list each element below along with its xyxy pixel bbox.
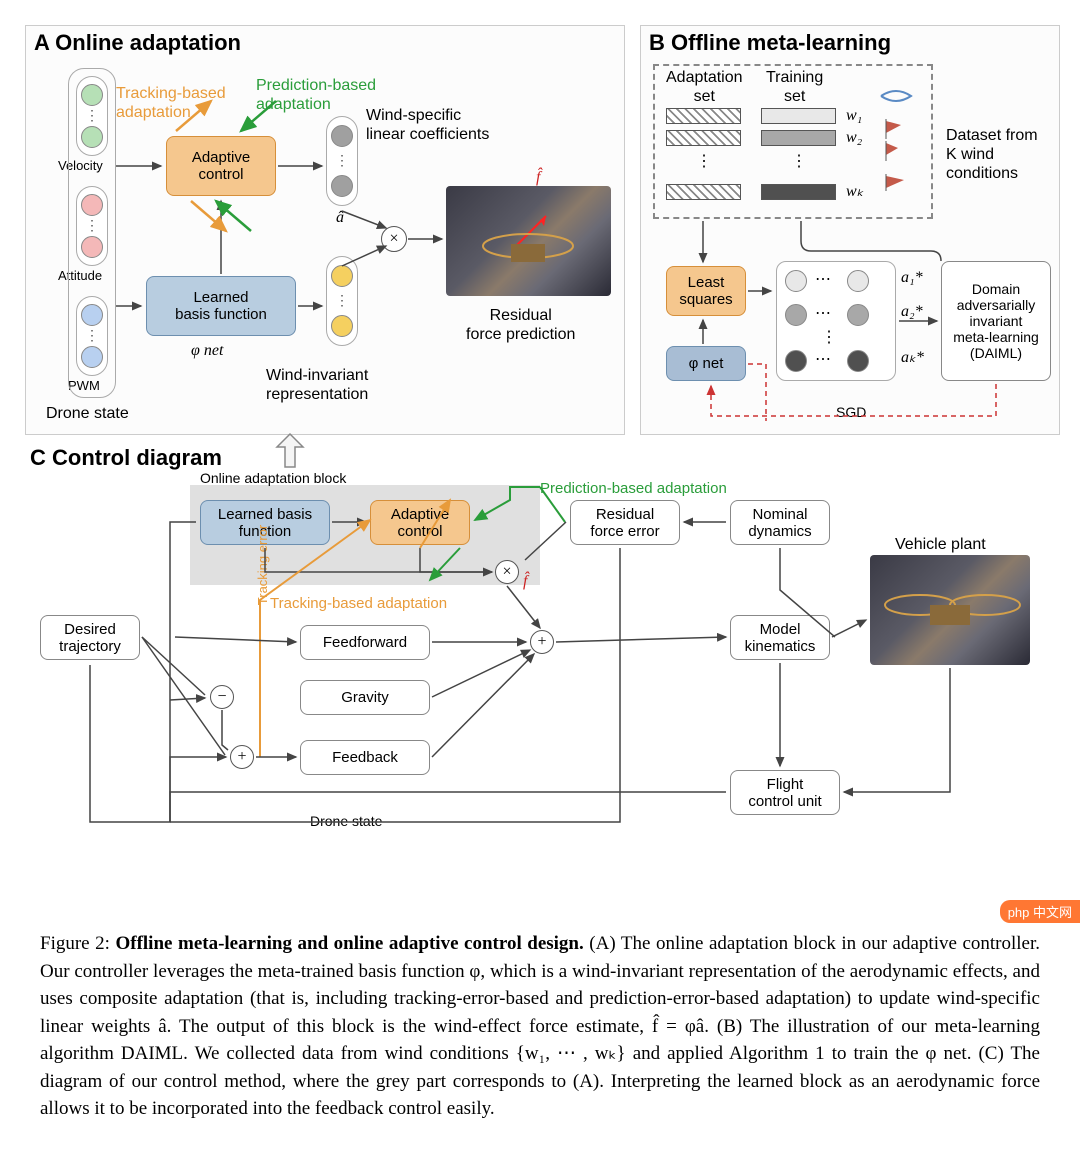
tracking-adapt-label: Tracking-based adaptation bbox=[116, 84, 226, 122]
panel-b-title: B Offline meta-learning bbox=[649, 30, 891, 56]
figure-container: A Online adaptation Velocity Attitude PW… bbox=[0, 0, 1080, 910]
a-star-grid: ⋯ ⋯ ⋮ ⋯ bbox=[776, 261, 896, 381]
gravity-box: Gravity bbox=[300, 680, 430, 715]
dots-label: ⋮ bbox=[696, 152, 712, 171]
dots-icon bbox=[335, 292, 349, 310]
drone-photo bbox=[446, 186, 611, 296]
grey-circle-icon bbox=[331, 175, 353, 197]
watermark-badge: php 中文网 bbox=[1000, 900, 1080, 923]
fhat-c-label: f̂ bbox=[523, 572, 527, 591]
dots-label: ⋮ bbox=[791, 152, 807, 171]
online-block-label: Online adaptation block bbox=[200, 470, 346, 487]
dots-h: ⋯ bbox=[815, 304, 831, 323]
adaptation-set-label: Adaptation set bbox=[666, 68, 743, 106]
nominal-box: Nominal dynamics bbox=[730, 500, 830, 545]
drone-state-c-label: Drone state bbox=[310, 813, 382, 830]
wind-flag-icons bbox=[876, 81, 926, 191]
plus-icon-2: + bbox=[530, 630, 554, 654]
residual-force-label: Residual force prediction bbox=[466, 306, 575, 344]
yellow-circle-icon bbox=[331, 265, 353, 287]
panel-a-title: A Online adaptation bbox=[34, 30, 241, 56]
drone-overlay-icon bbox=[870, 555, 1030, 665]
dots-icon bbox=[335, 152, 349, 170]
up-arrow-icon bbox=[275, 432, 315, 472]
grey-circle-icon bbox=[847, 304, 869, 326]
panel-c-title: C Control diagram bbox=[30, 445, 222, 471]
shade-row bbox=[761, 108, 836, 124]
vehicle-plant-label: Vehicle plant bbox=[895, 535, 986, 554]
ak-label: aₖ* bbox=[901, 348, 924, 367]
dots-h: ⋯ bbox=[815, 350, 831, 369]
ahat-stack bbox=[326, 116, 358, 206]
daiml-box: Domain adversarially invariant meta-lear… bbox=[941, 261, 1051, 381]
minus-icon: − bbox=[210, 685, 234, 709]
times-c-icon: × bbox=[495, 560, 519, 584]
prediction-c-label: Prediction-based adaptation bbox=[540, 480, 727, 498]
prediction-adapt-label: Prediction-based adaptation bbox=[256, 76, 376, 114]
learned-basis-box: Learned basis function bbox=[146, 276, 296, 336]
grey-circle-icon bbox=[847, 350, 869, 372]
caption-fignum: Figure 2: bbox=[40, 933, 110, 954]
dataset-k-label: Dataset from K wind conditions bbox=[946, 126, 1038, 184]
least-squares-box: Least squares bbox=[666, 266, 746, 316]
caption-body: (A) The online adaptation block in our a… bbox=[40, 933, 1040, 1119]
adaptive-control-box: Adaptive control bbox=[166, 136, 276, 196]
vehicle-photo bbox=[870, 555, 1030, 665]
hatch-row bbox=[666, 130, 741, 146]
shade-row bbox=[761, 130, 836, 146]
wind-invariant-label: Wind-invariant representation bbox=[266, 366, 368, 404]
hatch-row bbox=[666, 108, 741, 124]
phi-net-box: φ net bbox=[666, 346, 746, 381]
multiply-icon: × bbox=[381, 226, 407, 252]
desired-traj-box: Desired trajectory bbox=[40, 615, 140, 660]
grey-circle-icon bbox=[847, 270, 869, 292]
wk-label: wₖ bbox=[846, 182, 863, 201]
panel-a: A Online adaptation Velocity Attitude PW… bbox=[25, 25, 625, 435]
a1-label: a₁* bbox=[901, 268, 923, 287]
dots-v: ⋮ bbox=[821, 328, 837, 347]
grey-circle-icon bbox=[785, 350, 807, 372]
caption-bold-title: Offline meta-learning and online adaptiv… bbox=[115, 933, 583, 954]
wind-specific-label: Wind-specific linear coefficients bbox=[366, 106, 489, 144]
w1-label: w₁ bbox=[846, 106, 862, 125]
yellow-circle-icon bbox=[331, 315, 353, 337]
training-set-label: Training set bbox=[766, 68, 823, 106]
tracking-error-label: Tracking error bbox=[255, 505, 271, 625]
grey-circle-icon bbox=[785, 304, 807, 326]
phi-net-label: φ net bbox=[191, 341, 223, 360]
fhat-label: f̂ bbox=[536, 168, 540, 187]
shade-row bbox=[761, 184, 836, 200]
grey-circle-icon bbox=[785, 270, 807, 292]
drone-state-label: Drone state bbox=[46, 404, 129, 423]
drone-overlay-icon bbox=[446, 186, 611, 296]
panel-b: B Offline meta-learning Adaptation set T… bbox=[640, 25, 1060, 435]
flight-control-box: Flight control unit bbox=[730, 770, 840, 815]
a2-label: a₂* bbox=[901, 302, 923, 321]
figure-caption: Figure 2: Offline meta-learning and onli… bbox=[0, 910, 1080, 1153]
plus-icon-1: + bbox=[230, 745, 254, 769]
adaptive-control-c-box: Adaptive control bbox=[370, 500, 470, 545]
residual-error-box: Residual force error bbox=[570, 500, 680, 545]
grey-circle-icon bbox=[331, 125, 353, 147]
phi-output-stack bbox=[326, 256, 358, 346]
sgd-label: SGD bbox=[836, 404, 866, 421]
w2-label: w₂ bbox=[846, 128, 862, 147]
ahat-label: â bbox=[336, 208, 344, 227]
drone-state-box bbox=[68, 68, 116, 398]
feedforward-box: Feedforward bbox=[300, 625, 430, 660]
feedback-box: Feedback bbox=[300, 740, 430, 775]
model-kin-box: Model kinematics bbox=[730, 615, 830, 660]
dots-h: ⋯ bbox=[815, 270, 831, 289]
tracking-c-label: Tracking-based adaptation bbox=[270, 595, 447, 613]
hatch-row bbox=[666, 184, 741, 200]
